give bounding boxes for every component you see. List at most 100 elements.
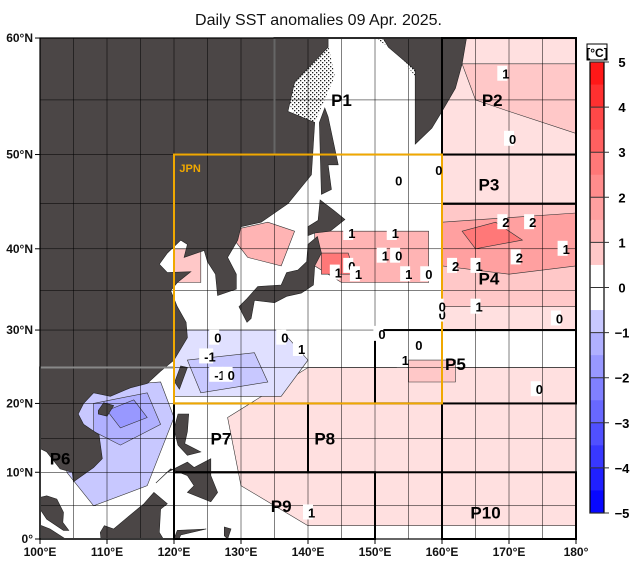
- region-label-p1: P1: [331, 91, 352, 110]
- y-tick-label: 50°N: [6, 148, 33, 162]
- contour-label-bg: [470, 257, 481, 273]
- colorbar-tick-label: −5: [615, 506, 630, 521]
- land: [40, 524, 66, 539]
- contour-label-bg: [396, 352, 407, 368]
- contour-label-bg: [420, 266, 431, 282]
- land: [173, 528, 207, 539]
- contour-label: 0: [425, 267, 432, 282]
- x-tick-label: 180°: [564, 545, 589, 559]
- contour-label: 0: [439, 308, 446, 323]
- contour-label: 1: [502, 67, 509, 82]
- contour-label-bg: [470, 298, 481, 314]
- colorbar-bin: [590, 219, 604, 243]
- colorbar-bin: [590, 264, 604, 288]
- contour-label: 0: [214, 331, 221, 346]
- contour-label: 1: [476, 259, 483, 274]
- contour-label-bg: [276, 329, 287, 345]
- colorbar-bin: [590, 490, 604, 514]
- contour-label: 1: [405, 267, 412, 282]
- contour-label: 1: [348, 226, 355, 241]
- contour-label: 2: [529, 215, 536, 230]
- map-title: Daily SST anomalies 09 Apr. 2025.: [195, 12, 442, 29]
- contour-label-bg: [209, 329, 220, 345]
- region-label-p4: P4: [479, 269, 500, 288]
- contour-label: 0: [395, 249, 402, 264]
- colorbar-tick-label: 2: [618, 190, 625, 205]
- colorbar-tick-label: 0: [618, 281, 625, 296]
- land: [98, 402, 115, 417]
- contour-label-bg: [550, 310, 561, 326]
- colorbar-unit: [°C]: [586, 46, 607, 60]
- colorbar-bin: [590, 62, 604, 86]
- land: [173, 413, 202, 456]
- contour-label: 0: [415, 338, 422, 353]
- jpn-region-box: [173, 153, 443, 405]
- colorbar-tick-label: −1: [615, 326, 630, 341]
- contour-label: 1: [382, 249, 389, 264]
- colorbar: [°C] 5 4 3 2 1 0 −1 −2 −3 −4 −5: [586, 43, 630, 521]
- colorbar-bin: [590, 310, 604, 334]
- contour-label-bg: [349, 266, 360, 282]
- contour-label: 0: [395, 174, 402, 189]
- contour-label-bg: [390, 172, 401, 188]
- contour-label: 0: [509, 132, 516, 147]
- colorbar-bin: [590, 107, 604, 131]
- land: [319, 107, 339, 195]
- colorbar-tick-label: 4: [618, 100, 626, 115]
- contour-label-bg: [433, 298, 444, 314]
- y-tick-label: 30°N: [6, 323, 33, 337]
- x-tick-label: 120°E: [158, 545, 191, 559]
- contour-label: -1: [204, 349, 216, 364]
- contour-label-bg: [209, 366, 224, 382]
- x-tick-label: 110°E: [91, 545, 123, 559]
- y-tick-label: 10°N: [6, 465, 33, 479]
- warm-anomaly-area: [461, 221, 524, 250]
- contour-label-bg: [497, 214, 508, 230]
- colorbar-bin: [590, 377, 604, 401]
- region-label-p8: P8: [314, 429, 335, 448]
- contour-label: 0: [536, 382, 543, 397]
- colorbar-bin: [590, 152, 604, 176]
- contour-label-bg: [222, 366, 233, 382]
- colorbar-tick-label: −2: [615, 371, 630, 386]
- land: [238, 235, 322, 323]
- contour-label: 0: [228, 368, 235, 383]
- x-tick-label: 150°E: [359, 545, 392, 559]
- x-tick-label: 130°E: [225, 545, 258, 559]
- region-label-p2: P2: [482, 91, 503, 110]
- colorbar-bin: [590, 129, 604, 153]
- land: [99, 491, 168, 539]
- land: [40, 495, 70, 531]
- contour-label-bg: [373, 325, 384, 341]
- contour-label-bg: [376, 247, 387, 263]
- colorbar-bin: [590, 242, 604, 266]
- contour-label: 1: [402, 353, 409, 368]
- contour-label: 1: [298, 342, 305, 357]
- colorbar-bin: [590, 355, 604, 379]
- contour-label-bg: [447, 257, 458, 273]
- land: [382, 38, 467, 145]
- contour-label: 0: [556, 311, 563, 326]
- y-tick-label: 60°N: [6, 31, 33, 45]
- contour-label: 2: [452, 259, 459, 274]
- contour-label-bg: [524, 214, 535, 230]
- contour-label-bg: [433, 306, 444, 322]
- contour-label: 1: [392, 226, 399, 241]
- x-tick-label: 140°E: [292, 545, 325, 559]
- y-tick-label: 0°: [22, 532, 34, 546]
- contour-label-bg: [303, 504, 313, 520]
- contour-label: 0: [439, 300, 446, 315]
- x-tick-label: 170°E: [493, 545, 526, 559]
- region-label-p10: P10: [470, 503, 500, 522]
- contour-label: 1: [308, 505, 315, 520]
- contour-label-bg: [410, 337, 421, 353]
- contour-label-bg: [199, 348, 214, 364]
- contour-label-bg: [510, 249, 521, 265]
- colorbar-bin: [590, 174, 604, 198]
- colorbar-unit-box: [586, 43, 608, 61]
- colorbar-bin: [590, 467, 604, 491]
- contour-label: 1: [563, 242, 570, 257]
- y-tick-label: 40°N: [6, 242, 33, 256]
- colorbar-tick-label: 3: [618, 145, 625, 160]
